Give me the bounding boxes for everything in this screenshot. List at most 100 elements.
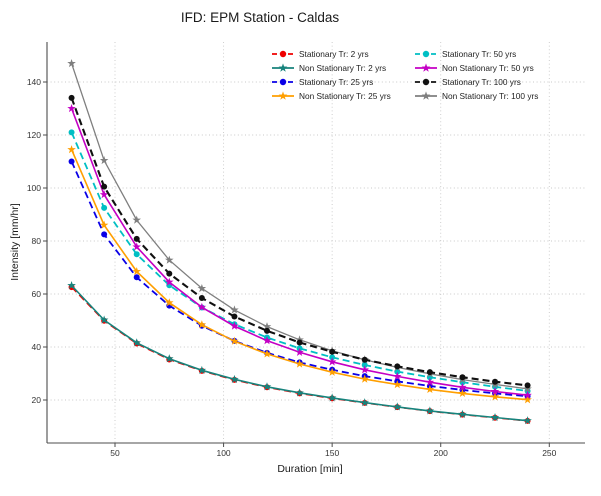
- data-point-star: [490, 412, 500, 422]
- data-point-star: [197, 283, 207, 293]
- data-point-star: [262, 336, 272, 345]
- data-point-star: [165, 277, 174, 286]
- data-point-star: [230, 374, 239, 383]
- data-point-star: [230, 336, 239, 345]
- data-point-circle: [166, 270, 173, 277]
- data-point-star: [393, 380, 402, 389]
- legend-marker-star: [278, 63, 288, 72]
- legend-label: Stationary Tr: 50 yrs: [442, 49, 516, 59]
- y-tick-label: 40: [32, 342, 42, 352]
- data-point-star: [197, 302, 207, 311]
- data-point-circle: [524, 382, 531, 389]
- legend-label: Stationary Tr: 25 yrs: [299, 77, 373, 87]
- x-tick-label: 200: [434, 448, 448, 458]
- data-point-star: [262, 322, 272, 331]
- data-point-star: [327, 367, 337, 376]
- y-tick-label: 60: [32, 289, 42, 299]
- data-point-circle: [68, 129, 75, 136]
- data-point-star: [295, 388, 304, 397]
- data-point-circle: [492, 378, 499, 385]
- data-point-star: [295, 359, 304, 368]
- data-point-star: [99, 190, 109, 199]
- y-tick-label: 120: [27, 130, 41, 140]
- data-point-star: [523, 390, 532, 399]
- data-point-circle: [361, 356, 368, 363]
- data-point-star: [327, 393, 337, 402]
- x-tick-label: 100: [216, 448, 230, 458]
- data-point-star: [458, 382, 467, 391]
- data-point-star: [99, 315, 109, 324]
- data-point-star: [230, 321, 239, 330]
- data-point-star: [165, 354, 174, 363]
- data-point-star: [458, 388, 467, 398]
- x-tick-label: 50: [110, 448, 120, 458]
- data-point-star: [262, 382, 272, 391]
- data-point-star: [197, 365, 207, 374]
- data-point-circle: [361, 362, 368, 369]
- legend-label: Non Stationary Tr: 100 yrs: [442, 91, 538, 101]
- legend-label: Non Stationary Tr: 2 yrs: [299, 63, 386, 73]
- legend-marker-circle: [279, 78, 287, 86]
- x-tick-label: 150: [325, 448, 339, 458]
- data-point-star: [99, 220, 109, 229]
- data-point-circle: [459, 374, 466, 381]
- data-point-star: [132, 266, 141, 276]
- y-axis-title: Intensity [mm/hr]: [9, 203, 21, 281]
- x-tick-label: 250: [542, 448, 556, 458]
- data-point-star: [523, 395, 532, 404]
- data-point-star: [327, 357, 337, 366]
- data-point-star: [67, 58, 76, 68]
- data-point-star: [425, 384, 435, 394]
- chart-title: IFD: EPM Station - Caldas: [180, 10, 340, 25]
- data-point-circle: [133, 235, 140, 242]
- data-point-circle: [101, 231, 108, 238]
- data-point-star: [67, 281, 76, 290]
- legend-label: Non Stationary Tr: 50 yrs: [442, 63, 534, 73]
- y-tick-label: 20: [32, 395, 42, 405]
- data-point-star: [458, 409, 467, 418]
- data-point-star: [295, 347, 304, 356]
- legend-marker-star: [421, 63, 431, 72]
- data-point-star: [425, 406, 435, 415]
- y-tick-label: 100: [27, 183, 41, 193]
- series-line-4: [70, 132, 528, 392]
- data-point-circle: [133, 274, 140, 281]
- legend-label: Non Stationary Tr: 25 yrs: [299, 91, 391, 101]
- y-tick-label: 80: [32, 236, 42, 246]
- data-point-star: [360, 374, 369, 383]
- data-point-star: [99, 155, 109, 165]
- data-point-star: [132, 215, 141, 224]
- data-point-circle: [329, 348, 336, 355]
- data-point-star: [425, 377, 435, 386]
- data-point-star: [132, 242, 141, 251]
- data-point-star: [523, 416, 532, 425]
- legend-label: Stationary Tr: 2 yrs: [299, 49, 369, 59]
- data-point-circle: [101, 183, 108, 190]
- x-axis-title: Duration [min]: [277, 463, 343, 475]
- data-point-circle: [198, 294, 205, 301]
- data-point-star: [295, 335, 304, 344]
- data-point-star: [165, 255, 174, 264]
- data-point-star: [262, 349, 272, 358]
- data-point-star: [393, 402, 402, 411]
- data-point-circle: [264, 327, 271, 334]
- data-point-star: [360, 398, 369, 407]
- data-point-star: [490, 387, 500, 396]
- data-point-star: [490, 392, 500, 401]
- data-point-star: [67, 104, 76, 113]
- data-point-circle: [133, 251, 140, 258]
- data-point-circle: [101, 204, 108, 211]
- legend-marker-circle: [422, 50, 430, 58]
- legend-marker-star: [421, 91, 431, 100]
- legend-label: Stationary Tr: 100 yrs: [442, 77, 521, 87]
- data-point-star: [230, 305, 239, 314]
- legend-marker-star: [278, 91, 288, 100]
- data-point-star: [393, 371, 402, 381]
- legend-marker-circle: [279, 50, 287, 58]
- data-point-star: [523, 384, 532, 393]
- data-point-circle: [68, 158, 75, 165]
- data-point-circle: [296, 339, 303, 346]
- data-point-star: [197, 320, 207, 329]
